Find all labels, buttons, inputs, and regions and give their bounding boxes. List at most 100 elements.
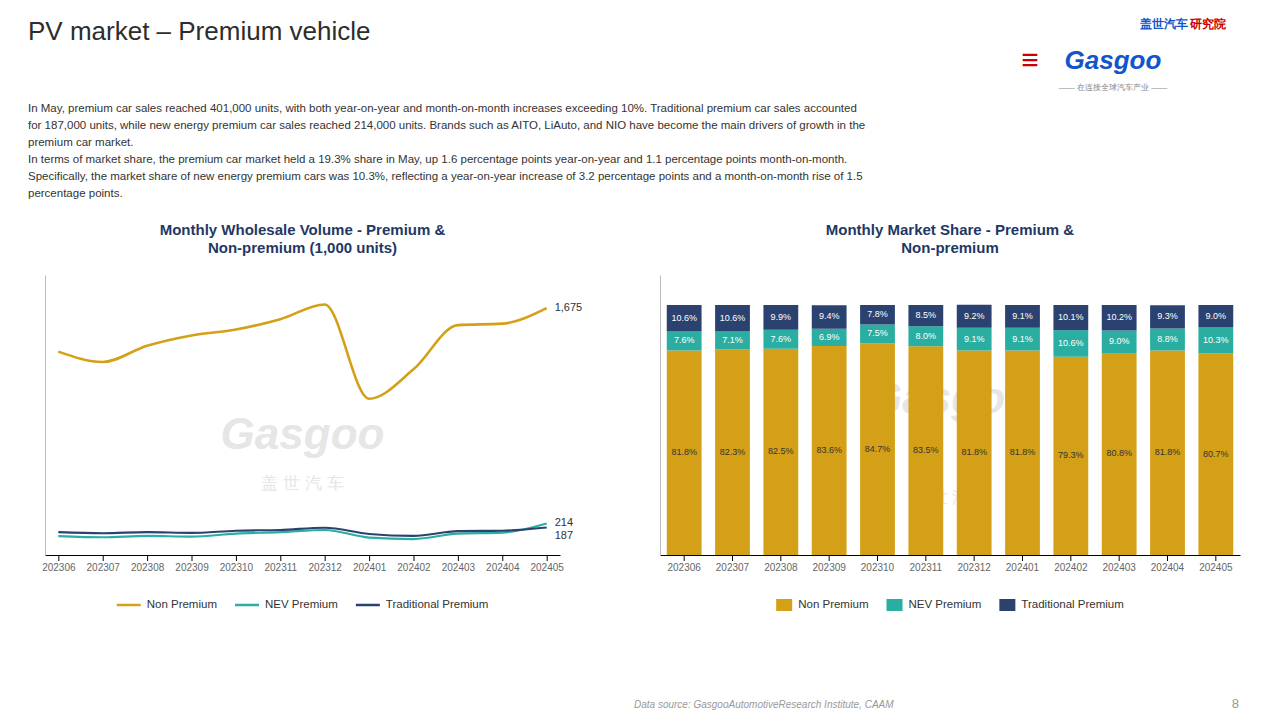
x-tick-label: 202307 (87, 562, 121, 573)
bar-segment (763, 305, 798, 330)
description-line: In terms of market share, the premium ca… (28, 153, 847, 165)
page-title: PV market – Premium vehicle (28, 16, 370, 46)
bar-segment (1150, 329, 1185, 351)
x-tick-mark (1167, 555, 1168, 561)
data-label: 10.6% (671, 313, 697, 323)
x-tick-label: 202309 (175, 562, 209, 573)
x-tick-mark (925, 555, 926, 561)
bar-segment (715, 349, 750, 555)
page-number: 8 (1232, 696, 1239, 711)
x-tick: 202402 (1054, 555, 1088, 573)
x-tick: 202311 (910, 555, 943, 573)
logo-text: 研究院 (1189, 17, 1226, 31)
x-tick-label: 202405 (1199, 562, 1233, 573)
x-tick-label: 202404 (1151, 562, 1185, 573)
bar-segment (957, 305, 992, 328)
data-label: 79.3% (1058, 450, 1084, 460)
bar-segment (957, 328, 992, 351)
data-label: 9.0% (1206, 311, 1227, 321)
description-line: Specifically, the market share of new en… (28, 170, 863, 182)
x-tick-mark (369, 555, 370, 561)
bar-segment (1102, 305, 1137, 331)
bar-segment (667, 351, 702, 556)
data-label: 81.8% (961, 447, 987, 457)
data-label: 81.8% (1155, 447, 1181, 457)
bar-segment (667, 332, 702, 351)
x-tick: 202404 (486, 555, 520, 573)
legend-swatch (886, 599, 902, 611)
bar-segment (667, 305, 702, 332)
x-tick-label: 202309 (812, 562, 846, 573)
data-label: 10.3% (1203, 335, 1229, 345)
x-tick: 202405 (1199, 555, 1233, 573)
data-label: 10.6% (1058, 338, 1084, 348)
x-tick: 202307 (716, 555, 750, 573)
x-tick: 202306 (667, 555, 701, 573)
data-label: 7.8% (867, 309, 888, 319)
x-tick-mark (1215, 555, 1216, 561)
bar-segment (1198, 353, 1233, 555)
canvas: PV market – Premium vehicleIn May, premi… (0, 0, 1280, 720)
data-label: 7.1% (722, 335, 743, 345)
legend-item: Traditional Premium (999, 598, 1123, 611)
data-label: 8.5% (916, 310, 937, 320)
data-label: 83.6% (816, 445, 842, 455)
legend-label: Traditional Premium (386, 598, 488, 610)
bar-segment (1005, 351, 1040, 556)
bar-segment (860, 325, 895, 344)
x-tick-mark (1070, 555, 1071, 561)
bar-segment (1005, 305, 1040, 328)
x-tick-mark (877, 555, 878, 561)
x-tick-mark (280, 555, 281, 561)
x-tick: 202306 (42, 555, 76, 573)
data-label: 81.8% (671, 447, 697, 457)
x-tick: 202308 (131, 555, 165, 573)
x-axis-line (46, 555, 561, 556)
bar-segment (1102, 353, 1137, 555)
x-tick-mark (147, 555, 148, 561)
bar-segment (812, 305, 847, 329)
bar-segment (1005, 328, 1040, 351)
x-tick-mark (458, 555, 459, 561)
legend-label: NEV Premium (908, 598, 981, 610)
bar-segment (1053, 357, 1088, 555)
bar-segment (1102, 331, 1137, 354)
legend-label: NEV Premium (265, 598, 338, 610)
bar-segment (1053, 305, 1088, 330)
x-tick: 202312 (309, 555, 343, 573)
logo-text: 盖世汽车 (1140, 17, 1188, 31)
x-tick: 202402 (397, 555, 431, 573)
x-tick: 202309 (812, 555, 846, 573)
data-label: 10.2% (1106, 312, 1132, 322)
bar-segment (1053, 330, 1088, 357)
data-label: 9.3% (1157, 311, 1178, 321)
legend: Non PremiumNEV PremiumTraditional Premiu… (776, 598, 1124, 611)
y-axis-line (45, 276, 46, 556)
x-tick-label: 202311 (264, 562, 297, 573)
x-tick: 202312 (957, 555, 991, 573)
legend-swatch (776, 599, 792, 611)
series-line (58, 527, 546, 535)
bar-segment (812, 346, 847, 555)
x-tick: 202309 (175, 555, 209, 573)
x-tick: 202308 (764, 555, 798, 573)
x-tick: 202403 (1102, 555, 1136, 573)
bar-segment (763, 349, 798, 555)
data-label: 9.2% (964, 311, 985, 321)
x-tick-label: 202308 (764, 562, 798, 573)
series-line (58, 523, 546, 539)
legend-item: Non Premium (117, 598, 217, 610)
legend-item: NEV Premium (886, 598, 981, 611)
x-tick: 202401 (353, 555, 387, 573)
y-axis (45, 276, 46, 556)
x-tick-label: 202401 (353, 562, 387, 573)
x-tick: 202405 (530, 555, 564, 573)
plot-area (667, 305, 1233, 555)
logo-tagline: —— 在连接全球汽车产业 —— (1059, 83, 1167, 92)
x-tick-label: 202307 (716, 562, 750, 573)
data-label: 8.8% (1157, 334, 1178, 344)
x-tick-label: 202306 (667, 562, 701, 573)
data-label: 9.1% (1012, 311, 1033, 321)
data-label: 84.7% (865, 444, 891, 454)
x-tick-mark (413, 555, 414, 561)
